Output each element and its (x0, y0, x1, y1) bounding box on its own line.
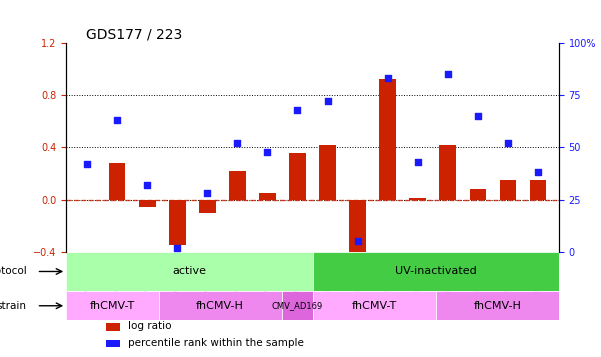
FancyBboxPatch shape (66, 252, 313, 291)
Point (443, 71, 453, 77)
FancyBboxPatch shape (313, 291, 436, 321)
Bar (319, 145, 336, 200)
Point (503, 140, 513, 146)
Bar (229, 171, 246, 200)
FancyBboxPatch shape (66, 291, 159, 321)
Point (203, 191, 212, 196)
Bar (169, 200, 186, 245)
Point (293, 107, 302, 112)
Text: GDS177 / 223: GDS177 / 223 (86, 28, 182, 42)
Bar (439, 145, 456, 200)
Point (383, 76, 392, 81)
Text: protocol: protocol (0, 266, 26, 276)
Bar (499, 180, 516, 200)
FancyBboxPatch shape (159, 291, 282, 321)
Text: UV-inactivated: UV-inactivated (395, 266, 477, 276)
Text: percentile rank within the sample: percentile rank within the sample (128, 337, 304, 347)
Text: fhCMV-H: fhCMV-H (474, 301, 521, 311)
Point (172, 245, 182, 251)
Bar (199, 200, 216, 213)
Text: strain: strain (0, 301, 26, 311)
Point (533, 170, 543, 175)
Bar (106, 340, 120, 347)
Point (82, 161, 92, 167)
Bar (409, 198, 426, 200)
Bar (109, 163, 126, 200)
Text: fhCMV-T: fhCMV-T (90, 301, 135, 311)
Bar (379, 79, 396, 200)
Point (263, 149, 272, 154)
Bar (469, 189, 486, 200)
FancyBboxPatch shape (313, 252, 559, 291)
Point (112, 117, 122, 123)
Point (323, 99, 332, 104)
Bar (529, 180, 546, 200)
Text: fhCMV-H: fhCMV-H (196, 301, 244, 311)
Text: active: active (172, 266, 206, 276)
FancyBboxPatch shape (282, 291, 313, 321)
Bar (349, 200, 366, 262)
Point (142, 182, 152, 188)
Text: fhCMV-T: fhCMV-T (352, 301, 397, 311)
Text: log ratio: log ratio (128, 321, 171, 331)
Point (413, 159, 423, 165)
Point (353, 238, 362, 244)
Text: CMV_AD169: CMV_AD169 (272, 301, 323, 310)
Point (473, 113, 483, 119)
Point (233, 140, 242, 146)
FancyBboxPatch shape (436, 291, 559, 321)
Bar (259, 193, 276, 200)
Bar (139, 200, 156, 207)
Bar (289, 152, 306, 200)
Bar (106, 323, 120, 331)
